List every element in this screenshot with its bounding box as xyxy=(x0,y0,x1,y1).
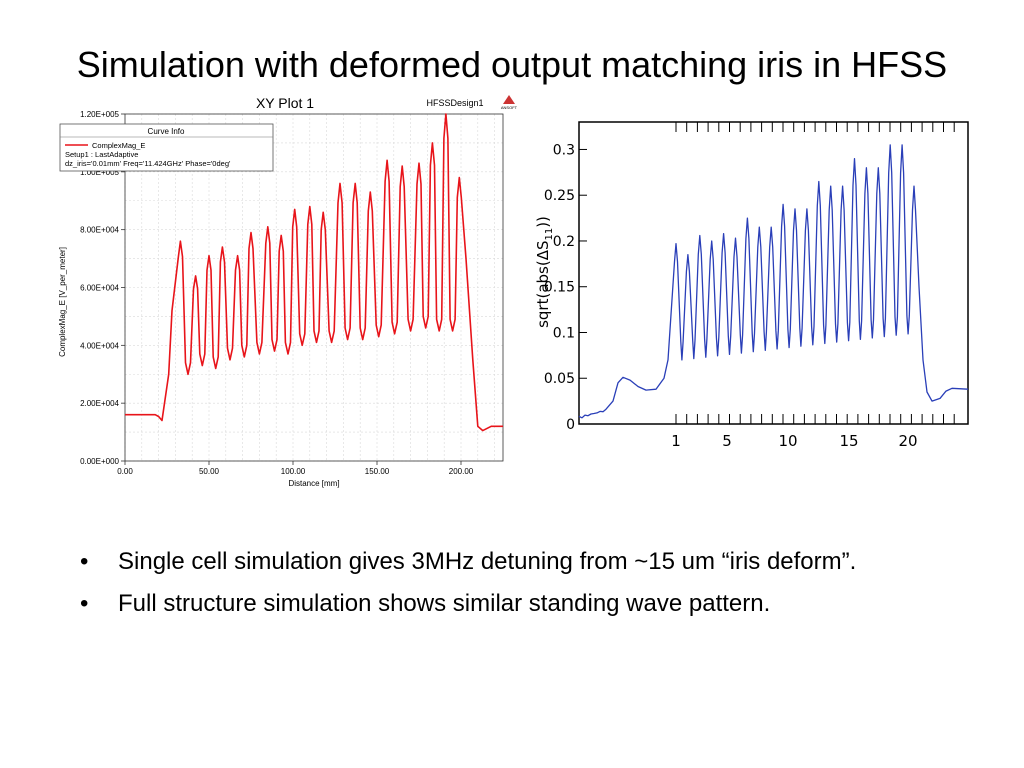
y-tick-label: 0.05 xyxy=(544,371,575,387)
y-tick-label: 0.15 xyxy=(544,280,575,296)
y-tick-label: 4.00E+004 xyxy=(80,341,119,350)
y-axis-label: sqrt(abs(ΔS11)) xyxy=(534,216,555,328)
x-tick-label: 50.00 xyxy=(199,467,220,476)
y-tick-label: 1.00E+005 xyxy=(80,168,119,177)
y-tick-label: 0.1 xyxy=(553,325,575,341)
ansoft-logo: ANSOFT xyxy=(501,95,518,110)
y-tick-label: 0.3 xyxy=(553,142,575,158)
y-tick-label: 2.00E+004 xyxy=(80,399,119,408)
y-tick-label: 0.25 xyxy=(544,188,575,204)
plot-title: XY Plot 1 xyxy=(256,95,314,111)
legend-title: Curve Info xyxy=(148,127,185,136)
y-tick-label: 6.00E+004 xyxy=(80,284,119,293)
dS11-curve xyxy=(578,144,969,419)
legend: Curve Info ComplexMag_E Setup1 : LastAda… xyxy=(59,123,274,172)
y-tick-label: 1.20E+005 xyxy=(80,110,119,119)
x-tick-label: 0.00 xyxy=(117,467,133,476)
x-tick-label: 1 xyxy=(671,432,681,450)
x-tick-label: 100.00 xyxy=(281,467,306,476)
x-tick-label: 10 xyxy=(778,432,797,450)
x-tick-label: 15 xyxy=(839,432,858,450)
x-tick-label: 20 xyxy=(898,432,917,450)
bullet-list: Single cell simulation gives 3MHz detuni… xyxy=(80,545,960,629)
x-tick-label: 150.00 xyxy=(365,467,390,476)
legend-series: ComplexMag_E xyxy=(92,141,145,150)
x-axis-label: Distance [mm] xyxy=(288,479,339,488)
measurement-plot: 00.050.10.150.20.250.31 5 10 15 20 sqrt(abs(… xyxy=(534,121,969,450)
svg-text:ANSOFT: ANSOFT xyxy=(501,105,518,110)
slide-title: Simulation with deformed output matching… xyxy=(76,44,948,85)
legend-line1: Setup1 : LastAdaptive xyxy=(65,150,138,159)
y-tick-label: 8.00E+004 xyxy=(80,226,119,235)
x-tick-label: 200.00 xyxy=(449,467,474,476)
hfss-xy-plot: XY Plot 1 HFSSDesign1 ANSOFT 0.00 50.00 10… xyxy=(58,95,518,488)
y-tick-label: 0.00E+000 xyxy=(80,457,119,466)
bullet-item: Full structure simulation shows similar … xyxy=(80,587,960,621)
x-tick-label: 5 xyxy=(722,432,732,450)
y-axis-label: ComplexMag_E [V_per_meter] xyxy=(58,247,67,357)
complexmag-curve xyxy=(125,113,503,432)
legend-line2: dz_iris='0.01mm' Freq='11.424GHz' Phase=… xyxy=(65,159,231,168)
y-tick-label: 0.2 xyxy=(553,234,575,250)
design-label: HFSSDesign1 xyxy=(426,98,483,108)
y-tick-label: 0 xyxy=(566,417,575,433)
bullet-item: Single cell simulation gives 3MHz detuni… xyxy=(80,545,960,579)
